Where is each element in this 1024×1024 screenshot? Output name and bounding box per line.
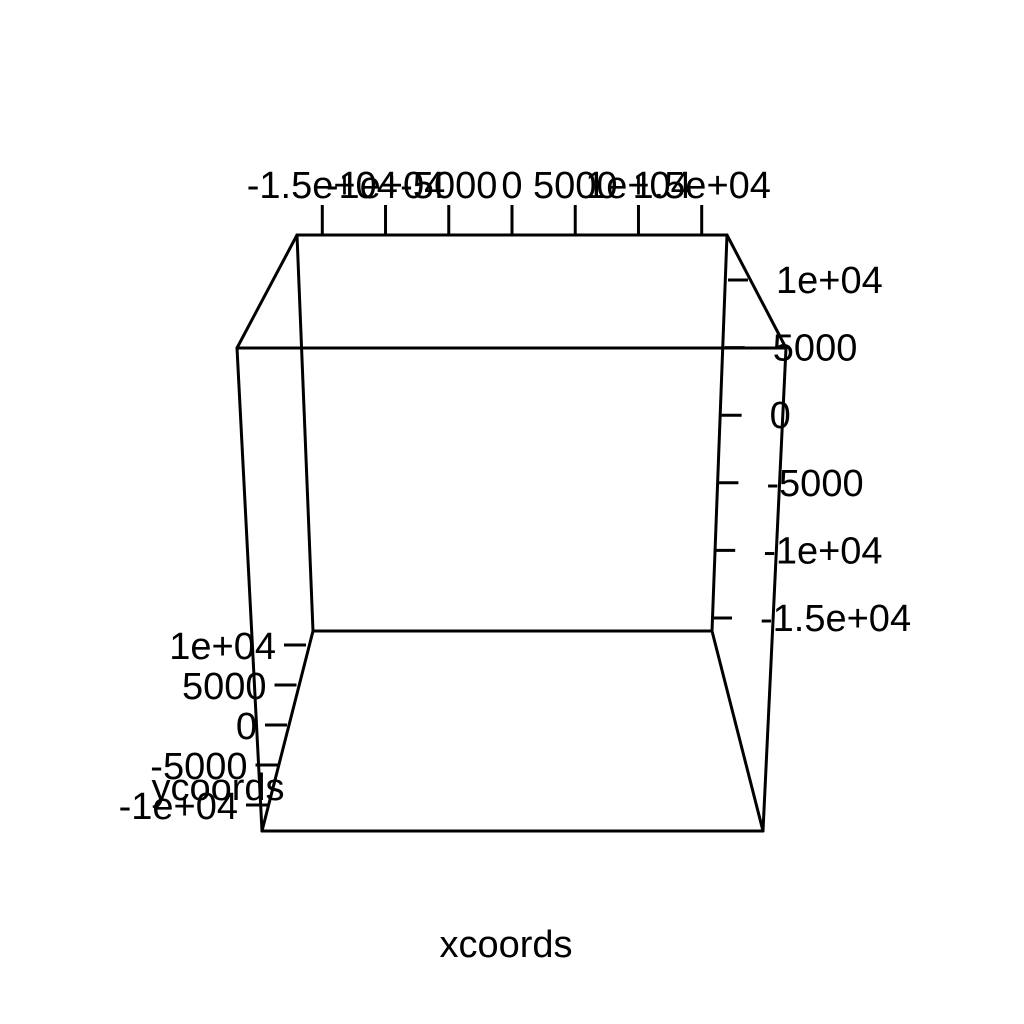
- box-edge-back-left: [295, 233, 315, 633]
- x-tick-label: -1e+04: [326, 165, 445, 207]
- z-tick-label: 5000: [773, 328, 858, 370]
- z-tick-label: -1.5e+04: [760, 598, 911, 640]
- z-tick-label: 1e+04: [776, 260, 883, 302]
- x-axis-label: xcoords: [439, 924, 572, 966]
- x-tick-label: -5000: [400, 165, 497, 207]
- plot-box: [235, 233, 788, 833]
- z-tick-label: -5000: [766, 463, 863, 505]
- y-tick-label: 1e+04: [169, 626, 276, 668]
- y-tick-label: -5000: [150, 746, 247, 788]
- x-tick-label: -1.5e+04: [247, 165, 398, 207]
- y-tick-label: 0: [236, 706, 257, 748]
- z-tick-label: 0: [770, 395, 791, 437]
- y-axis-label: ycoords: [151, 767, 284, 809]
- x-tick-label: 1.5e+04: [632, 165, 770, 207]
- y-tick-label: -1e+04: [119, 786, 238, 828]
- box-edge-depth-bottom-right: [710, 629, 765, 833]
- box-edge-front-right: [761, 346, 788, 833]
- y-tick-label: 5000: [182, 666, 267, 708]
- x-tick-label: 0: [501, 165, 522, 207]
- z-tick-label: -1e+04: [763, 530, 882, 572]
- x-tick-label: 1e+04: [585, 165, 692, 207]
- box-edge-depth-top-right: [725, 233, 788, 350]
- box-edge-depth-bottom-left: [260, 629, 315, 833]
- box-edge-front-left: [235, 346, 264, 833]
- box-edge-back-right: [710, 233, 729, 633]
- x-tick-label: 5000: [533, 165, 618, 207]
- z-axis: 1e+04 5000 0 -5000 -1e+04 -1.5e+04: [712, 260, 911, 640]
- box-edge-depth-top-left: [235, 233, 299, 350]
